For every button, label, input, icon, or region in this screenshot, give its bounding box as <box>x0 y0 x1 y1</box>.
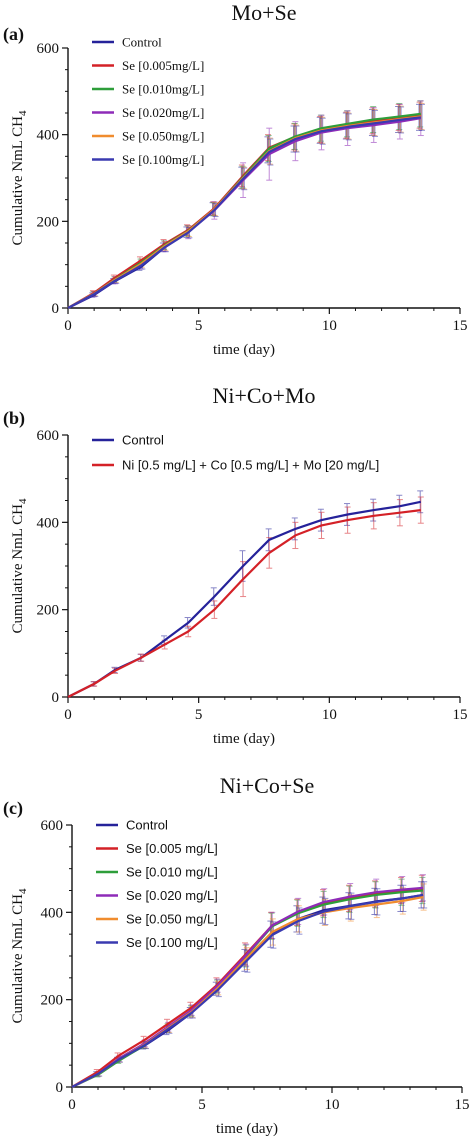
x-axis-label: time (day) <box>213 731 275 747</box>
x-tick-label: 15 <box>455 1097 470 1113</box>
y-tick-label: 0 <box>56 1080 64 1096</box>
x-tick-label: 5 <box>198 1097 206 1113</box>
legend-label: Ni [0.5 mg/L] + Co [0.5 mg/L] + Mo [20 m… <box>122 458 379 473</box>
y-axis-label: Cumulative NmL CH4 <box>10 110 29 245</box>
legend-label: Se [0.010mg/L] <box>122 82 204 97</box>
y-axis-label-subscript: 4 <box>17 498 29 504</box>
x-tick-label: 15 <box>453 707 468 723</box>
x-tick-label: 0 <box>64 707 72 723</box>
x-axis-label: time (day) <box>213 342 275 358</box>
y-tick-label: 600 <box>41 818 64 834</box>
series-line <box>67 509 421 698</box>
y-tick-label: 0 <box>52 690 60 706</box>
x-tick-label: 10 <box>322 707 337 723</box>
y-tick-label: 400 <box>41 905 64 921</box>
y-axis-label-subscript: 4 <box>17 888 29 894</box>
legend-label: Se [0.010 mg/L] <box>126 865 218 880</box>
legend-label: Se [0.050mg/L] <box>122 129 204 144</box>
chart-panel-2: Ni+Co+Mo (b) 0 5 10 15 0 200 400 600 time (day) Cum… <box>3 383 468 747</box>
legend-label: Control <box>122 433 164 448</box>
series-line <box>67 115 421 309</box>
y-axis-label-main: Cumulative NmL CH <box>10 504 26 634</box>
chart-title: Ni+Co+Mo <box>212 383 315 408</box>
x-tick-label: 5 <box>195 318 203 334</box>
legend-label: Se [0.020 mg/L] <box>126 888 218 903</box>
legend-label: Control <box>126 818 168 833</box>
legend: Control Ni [0.5 mg/L] + Co [0.5 mg/L] + M… <box>92 433 379 473</box>
y-tick-label: 200 <box>41 993 64 1009</box>
panel-letter: (a) <box>3 24 24 45</box>
x-tick-label: 10 <box>322 318 337 334</box>
y-tick-label: 400 <box>37 515 60 531</box>
y-tick-label: 400 <box>37 128 60 144</box>
legend-label: Se [0.050 mg/L] <box>126 912 218 927</box>
y-axis-label: Cumulative NmL CH4 <box>10 888 29 1023</box>
y-axis-label: Cumulative NmL CH4 <box>10 498 29 633</box>
series-line <box>67 116 421 309</box>
series-line <box>67 117 421 309</box>
x-tick-label: 0 <box>64 318 72 334</box>
x-tick-label: 10 <box>325 1097 340 1113</box>
chart-title: Mo+Se <box>232 0 297 25</box>
panel-letter: (b) <box>3 408 25 429</box>
panel-letter: (c) <box>3 798 23 819</box>
legend-label: Se [0.005mg/L] <box>122 58 204 73</box>
y-tick-label: 200 <box>37 214 60 230</box>
legend-label: Control <box>122 35 162 50</box>
y-axis-label-main: Cumulative NmL CH <box>10 116 26 246</box>
y-tick-label: 600 <box>37 428 60 444</box>
chart-panel-1: Mo+Se (a) 0 5 10 15 0 200 400 600 time (day) Cumula… <box>3 0 468 358</box>
legend-label: Se [0.005 mg/L] <box>126 841 218 856</box>
series-line <box>67 116 421 309</box>
y-tick-label: 200 <box>37 603 60 619</box>
x-axis-label: time (day) <box>216 1121 278 1137</box>
x-tick-label: 15 <box>453 318 468 334</box>
chart-title: Ni+Co+Se <box>220 773 315 798</box>
y-tick-label: 0 <box>52 301 60 317</box>
y-axis-label-subscript: 4 <box>17 110 29 116</box>
y-axis-label-main: Cumulative NmL CH <box>10 894 26 1024</box>
legend-label: Se [0.020mg/L] <box>122 105 204 120</box>
legend-label: Se [0.100 mg/L] <box>126 935 218 950</box>
series-line <box>71 893 424 1088</box>
y-tick-label: 600 <box>37 41 60 57</box>
legend: Control Se [0.005mg/L] Se [0.010mg/L] Se [0… <box>92 35 204 167</box>
chart-panel-3: Ni+Co+Se (c) 0 5 10 15 0 200 400 600 time (day) Cum… <box>3 773 470 1137</box>
x-tick-label: 5 <box>195 707 203 723</box>
legend-label: Se [0.100mg/L] <box>122 152 204 167</box>
series-line <box>71 889 424 1088</box>
x-tick-label: 0 <box>68 1097 76 1113</box>
legend: Control Se [0.005 mg/L] Se [0.010 mg/L] Se … <box>96 818 218 950</box>
error-bars <box>91 496 424 687</box>
